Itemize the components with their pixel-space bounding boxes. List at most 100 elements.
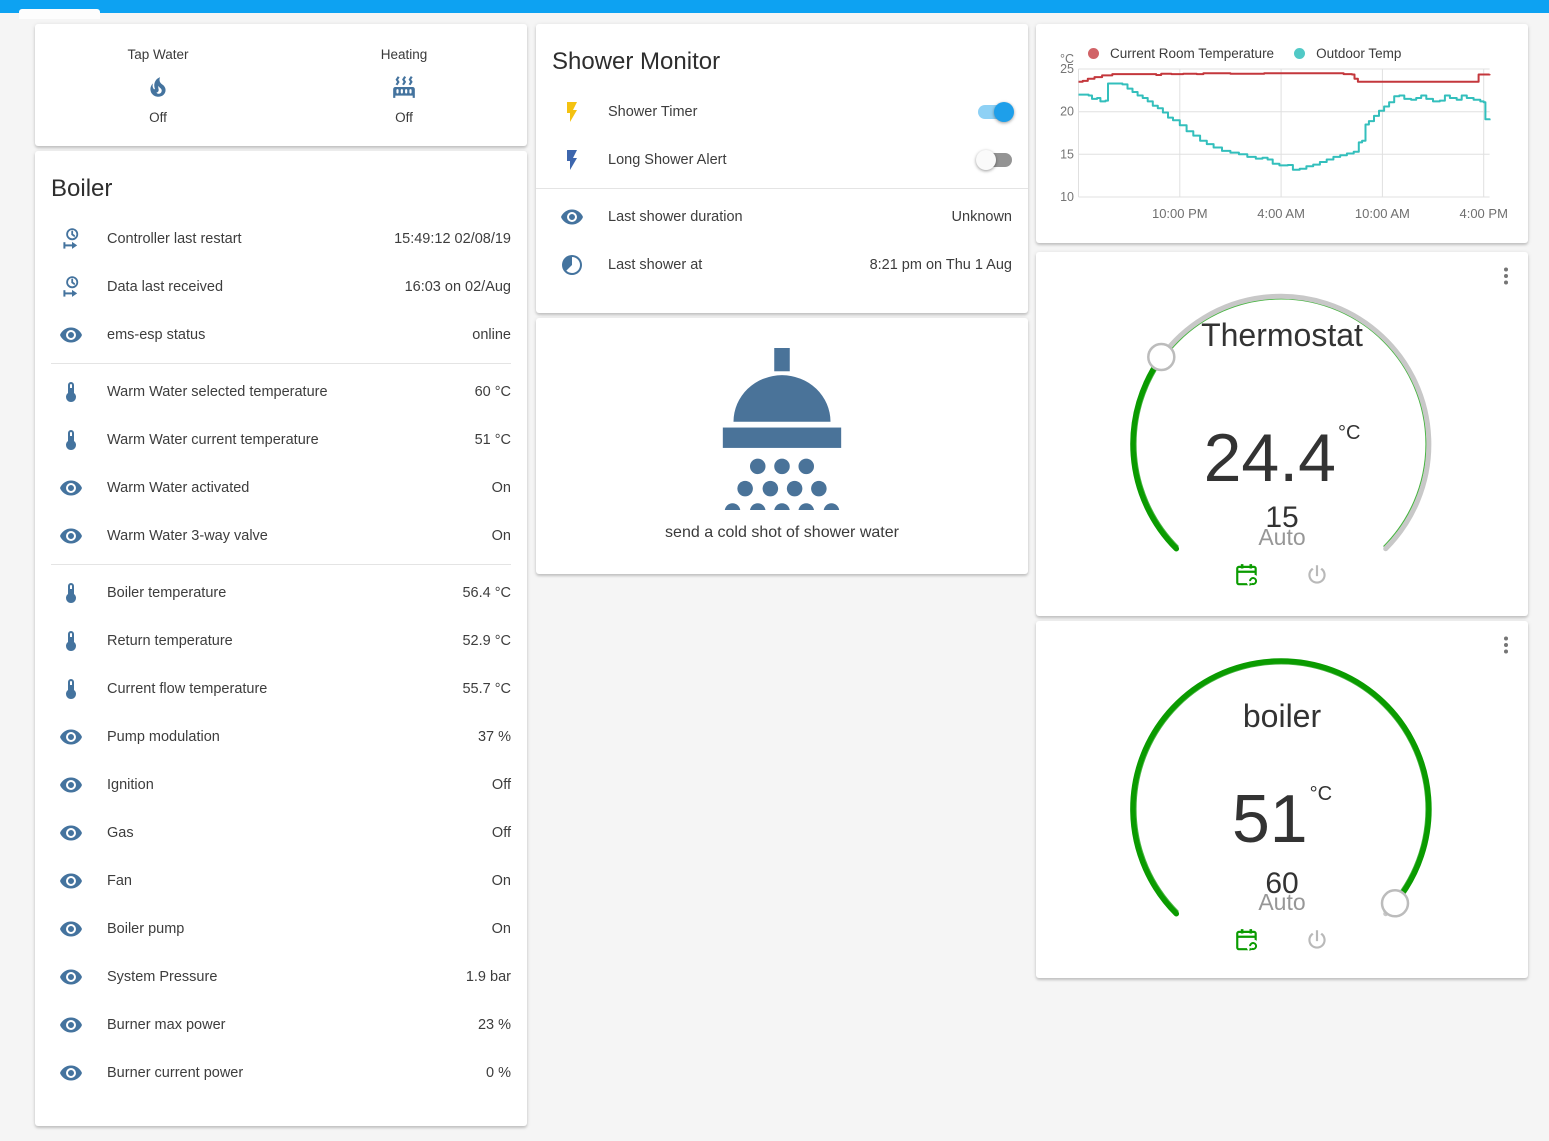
flash-icon xyxy=(560,100,584,124)
entity-row[interactable]: Last shower at 8:21 pm on Thu 1 Aug xyxy=(536,241,1028,289)
shower-head-icon xyxy=(714,348,850,510)
dial-knob[interactable] xyxy=(1147,342,1176,372)
entity-row[interactable]: Data last received 16:03 on 02/Aug xyxy=(35,263,527,311)
entity-row[interactable]: Boiler pump On xyxy=(35,905,527,953)
radiator-icon xyxy=(391,74,417,100)
entity-row[interactable]: ems-esp status online xyxy=(35,311,527,359)
entity-value: On xyxy=(491,480,511,496)
entity-row[interactable]: System Pressure 1.9 bar xyxy=(35,953,527,1001)
power-button[interactable] xyxy=(1304,927,1330,953)
thermostat-dial xyxy=(1130,293,1432,552)
entity-row[interactable]: Shower Timer xyxy=(536,88,1028,136)
entity-value: On xyxy=(491,528,511,544)
thermostat-card: Thermostat 24.4 °C 15 Auto xyxy=(1036,252,1528,616)
entity-label: Return temperature xyxy=(107,633,233,649)
glance-label: Heating xyxy=(380,47,428,62)
thermometer-icon xyxy=(59,677,83,701)
thermometer-icon xyxy=(59,380,83,404)
eye-icon xyxy=(59,821,83,845)
entity-label: Warm Water selected temperature xyxy=(107,384,328,400)
svg-text:10:00 AM: 10:00 AM xyxy=(1355,206,1410,221)
boiler-gauge-card: boiler 51 °C 60 Auto xyxy=(1036,621,1528,978)
glance-state: Off xyxy=(149,110,167,125)
cold-shot-button[interactable]: send a cold shot of shower water xyxy=(536,318,1028,542)
entity-value: Off xyxy=(491,825,511,841)
svg-text:4:00 PM: 4:00 PM xyxy=(1459,206,1507,221)
eye-icon xyxy=(59,917,83,941)
more-options-icon[interactable] xyxy=(1494,633,1518,657)
entity-row[interactable]: Last shower duration Unknown xyxy=(536,193,1028,241)
entity-row[interactable]: Controller last restart 15:49:12 02/08/19 xyxy=(35,215,527,263)
entity-value: online xyxy=(472,327,511,343)
entity-row[interactable]: Warm Water selected temperature 60 °C xyxy=(35,368,527,416)
target-temperature: 15 xyxy=(1265,501,1299,534)
legend-label: Current Room Temperature xyxy=(1110,46,1275,61)
entity-label: Ignition xyxy=(107,777,154,793)
entity-row[interactable]: Burner current power 0 % xyxy=(35,1049,527,1097)
legend-dot xyxy=(1294,48,1306,59)
calendar-sync-button[interactable] xyxy=(1234,927,1260,953)
entity-row[interactable]: Pump modulation 37 % xyxy=(35,713,527,761)
active-view-tab[interactable] xyxy=(19,9,100,19)
entity-label: Warm Water activated xyxy=(107,480,250,496)
chart-legend: Current Room Temperature Outdoor Temp xyxy=(1088,46,1401,61)
fire-icon xyxy=(145,74,171,100)
entity-row[interactable]: Warm Water 3-way valve On xyxy=(35,512,527,560)
entity-row[interactable]: Boiler temperature 56.4 °C xyxy=(35,569,527,617)
svg-text:10:00 PM: 10:00 PM xyxy=(1152,206,1208,221)
svg-text:25: 25 xyxy=(1060,62,1074,76)
entity-row[interactable]: Warm Water current temperature 51 °C xyxy=(35,416,527,464)
entity-row[interactable]: Long Shower Alert xyxy=(536,136,1028,184)
boiler-dial xyxy=(1130,658,1432,918)
glance-item-heating[interactable]: Heating Off xyxy=(293,45,514,125)
entity-label: Last shower duration xyxy=(608,209,743,225)
legend-item-outdoor[interactable]: Outdoor Temp xyxy=(1294,46,1401,61)
entity-row[interactable]: Fan On xyxy=(35,857,527,905)
shower-caption: send a cold shot of shower water xyxy=(665,524,899,541)
entity-row[interactable]: Warm Water activated On xyxy=(35,464,527,512)
entity-label: Data last received xyxy=(107,279,224,295)
entity-label: Last shower at xyxy=(608,257,703,273)
entity-row[interactable]: Return temperature 52.9 °C xyxy=(35,617,527,665)
dial-knob[interactable] xyxy=(1380,889,1410,918)
history-chart: 25 20 15 10 10:00 PM 4:00 AM 10:00 AM 4:00 PM xyxy=(1060,62,1508,221)
svg-text:4:00 AM: 4:00 AM xyxy=(1257,206,1305,221)
eye-icon xyxy=(59,773,83,797)
clock-start-icon xyxy=(59,227,83,251)
entity-row[interactable]: Burner max power 23 % xyxy=(35,1001,527,1049)
entity-value: Off xyxy=(491,777,511,793)
entity-row[interactable]: Gas Off xyxy=(35,809,527,857)
entity-row[interactable]: Ignition Off xyxy=(35,761,527,809)
svg-text:10: 10 xyxy=(1060,190,1074,204)
entity-row[interactable]: Current flow temperature 55.7 °C xyxy=(35,665,527,713)
current-temperature: 24.4 °C xyxy=(1203,420,1361,496)
shower-monitor-card: Shower Monitor Shower Timer Long Shower A… xyxy=(536,24,1028,313)
clock-start-icon xyxy=(59,275,83,299)
entity-value: Unknown xyxy=(951,209,1012,225)
svg-text:15: 15 xyxy=(1060,147,1074,161)
entity-value: 55.7 °C xyxy=(462,681,511,697)
entity-value: 23 % xyxy=(477,1017,511,1033)
glance-card: Tap Water Off Heating Off xyxy=(35,24,527,146)
more-options-icon[interactable] xyxy=(1494,264,1518,288)
entity-label: Fan xyxy=(107,873,132,889)
entity-value: 15:49:12 02/08/19 xyxy=(394,231,511,247)
eye-icon xyxy=(59,965,83,989)
y-axis-unit: °C xyxy=(1060,52,1075,66)
power-button[interactable] xyxy=(1304,562,1330,588)
legend-label: Outdoor Temp xyxy=(1316,46,1402,61)
glance-item-tap-water[interactable]: Tap Water Off xyxy=(47,45,268,125)
entity-value: 1.9 bar xyxy=(465,969,511,985)
eye-icon xyxy=(560,205,584,229)
timelapse-icon xyxy=(560,253,584,277)
divider xyxy=(51,363,511,364)
toggle-switch[interactable] xyxy=(978,102,1014,122)
entity-value: 16:03 on 02/Aug xyxy=(404,279,511,295)
entity-value: 37 % xyxy=(477,729,511,745)
toggle-switch[interactable] xyxy=(976,150,1012,170)
divider xyxy=(536,188,1028,189)
entity-value: On xyxy=(491,873,511,889)
entity-label: Shower Timer xyxy=(608,104,698,120)
calendar-sync-button[interactable] xyxy=(1234,562,1260,588)
legend-item-room[interactable]: Current Room Temperature xyxy=(1088,46,1274,61)
